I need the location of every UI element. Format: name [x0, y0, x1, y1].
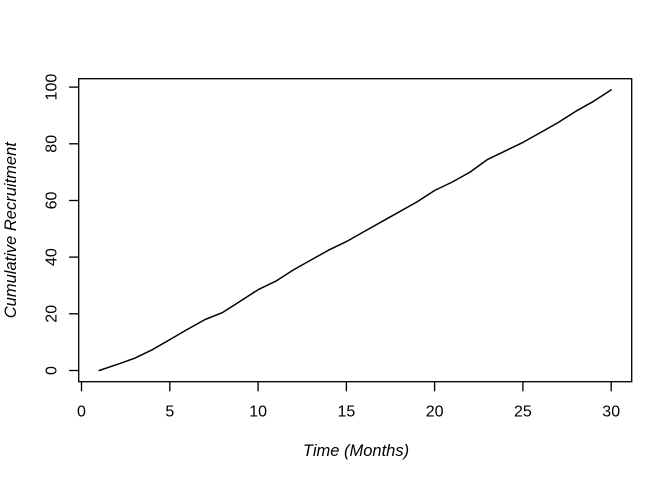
svg-text:30: 30: [602, 404, 620, 421]
svg-text:5: 5: [165, 404, 174, 421]
svg-text:Time (Months): Time (Months): [303, 442, 409, 460]
svg-text:100: 100: [44, 74, 61, 101]
svg-text:10: 10: [249, 404, 267, 421]
svg-text:20: 20: [426, 404, 444, 421]
svg-text:25: 25: [514, 404, 532, 421]
svg-text:40: 40: [44, 248, 61, 266]
svg-text:Cumulative Recruitment: Cumulative Recruitment: [2, 141, 20, 318]
svg-text:20: 20: [44, 305, 61, 323]
svg-text:80: 80: [44, 135, 61, 153]
svg-text:0: 0: [44, 366, 61, 375]
svg-text:60: 60: [44, 192, 61, 210]
svg-text:15: 15: [338, 404, 356, 421]
svg-text:0: 0: [77, 404, 86, 421]
